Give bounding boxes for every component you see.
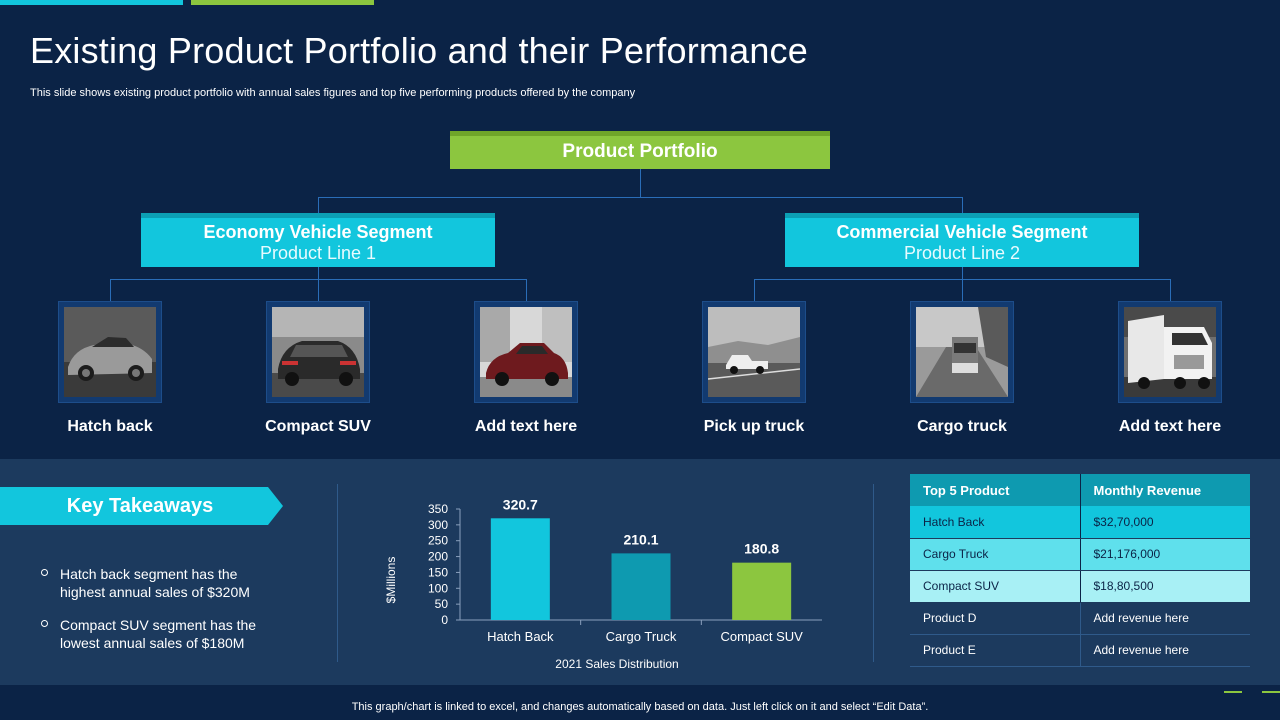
bullet-circle-icon [41, 620, 48, 627]
sales-bar-chart[interactable]: $Millions 2021 Sales Distribution 0 50 100… [380, 490, 850, 680]
x-tick-label: Hatch Back [487, 629, 554, 644]
segment-subtitle: Product Line 2 [903, 243, 1021, 263]
key-takeaways-banner [0, 487, 283, 525]
table-cell: Cargo Truck [910, 538, 1081, 571]
takeaway-text: Hatch back segment has the highest annua… [60, 566, 250, 600]
x-tick-label: Compact SUV [720, 629, 803, 644]
pickup-truck-image [702, 301, 806, 403]
connector-line [318, 279, 319, 302]
footer-dash [1262, 691, 1280, 693]
table-cell: Product E [910, 634, 1081, 667]
footer-bar [0, 685, 1280, 720]
chart-ylabel: $Millions [384, 557, 398, 604]
table-row: Product E Add revenue here [910, 634, 1250, 667]
product-label: Cargo truck [917, 418, 1007, 435]
table-header: Top 5 Product [910, 474, 1081, 506]
y-tick-label: 300 [428, 518, 448, 532]
table-row: Compact SUV $18,80,500 [910, 570, 1250, 603]
product-label: Add text here [1118, 418, 1222, 435]
chart-bar [732, 562, 792, 620]
table-cell: Add revenue here [1080, 634, 1250, 667]
table-cell: $32,70,000 [1080, 506, 1250, 539]
y-tick-label: 0 [441, 613, 448, 627]
economy-segment-node: Economy Vehicle Segment Product Line 1 [141, 213, 495, 267]
connector-line [754, 279, 755, 302]
y-tick-label: 250 [428, 534, 448, 548]
page-title: Existing Product Portfolio and their Per… [30, 30, 808, 71]
connector-line [318, 267, 319, 279]
product-label: Add text here [474, 418, 578, 435]
suv-rear-image [266, 301, 370, 403]
panel-divider [337, 484, 338, 662]
segment-title: Commercial Vehicle Segment [836, 222, 1088, 242]
takeaway-bullet: Hatch back segment has the highest annua… [41, 565, 284, 601]
red-sedan-image [474, 301, 578, 403]
table-row: Hatch Back $32,70,000 [910, 506, 1250, 539]
table-row: Product D Add revenue here [910, 602, 1250, 635]
product-label: Pick up truck [703, 418, 805, 435]
table-cell: $21,176,000 [1080, 538, 1250, 571]
bar-value-label: 320.7 [503, 496, 538, 512]
table-cell: $18,80,500 [1080, 570, 1250, 603]
footer-dash [1224, 691, 1242, 693]
connector-line [962, 267, 963, 279]
table-cell: Hatch Back [910, 506, 1081, 539]
connector-line [962, 197, 963, 213]
segment-title: Economy Vehicle Segment [203, 222, 433, 242]
key-takeaways-title: Key Takeaways [66, 495, 214, 517]
y-tick-label: 350 [428, 502, 448, 516]
x-tick-label: Cargo Truck [606, 629, 677, 644]
footer-note: This graph/chart is linked to excel, and… [351, 701, 929, 713]
table-row: Cargo Truck $21,176,000 [910, 538, 1250, 571]
commercial-segment-node: Commercial Vehicle Segment Product Line … [785, 213, 1139, 267]
table-cell: Add revenue here [1080, 602, 1250, 635]
connector-line [962, 279, 963, 302]
bar-value-label: 180.8 [744, 541, 779, 557]
connector-line [526, 279, 527, 302]
top-accent-green [191, 0, 374, 5]
chart-bar [490, 518, 550, 620]
product-label: Compact SUV [265, 418, 371, 435]
product-portfolio-node: Product Portfolio [450, 131, 830, 169]
product-label: Hatch back [67, 418, 153, 435]
connector-line [1170, 279, 1171, 302]
segment-subtitle: Product Line 1 [259, 243, 377, 263]
connector-line [110, 279, 111, 302]
y-tick-label: 50 [435, 597, 449, 611]
connector-line [318, 197, 319, 213]
y-tick-label: 150 [428, 565, 448, 579]
takeaway-text: Compact SUV segment has the lowest annua… [60, 617, 257, 651]
bar-value-label: 210.1 [623, 531, 658, 547]
sports-car-image [58, 301, 162, 403]
table-cell: Product D [910, 602, 1081, 635]
top-accent-cyan [0, 0, 183, 5]
semi-truck-image [1118, 301, 1222, 403]
top-products-table: Top 5 Product Monthly Revenue Hatch Back… [910, 474, 1250, 667]
bullet-circle-icon [41, 569, 48, 576]
panel-divider [873, 484, 874, 662]
table-cell: Compact SUV [910, 570, 1081, 603]
table-header: Monthly Revenue [1080, 474, 1250, 506]
cargo-truck-image [910, 301, 1014, 403]
y-tick-label: 100 [428, 581, 448, 595]
takeaway-bullet: Compact SUV segment has the lowest annua… [41, 616, 284, 652]
page-subtitle: This slide shows existing product portfo… [30, 87, 636, 99]
chart-bar [611, 553, 671, 620]
connector-line [640, 169, 641, 197]
connector-line [318, 197, 963, 198]
chart-xlabel: 2021 Sales Distribution [555, 657, 678, 671]
y-tick-label: 200 [428, 550, 448, 564]
